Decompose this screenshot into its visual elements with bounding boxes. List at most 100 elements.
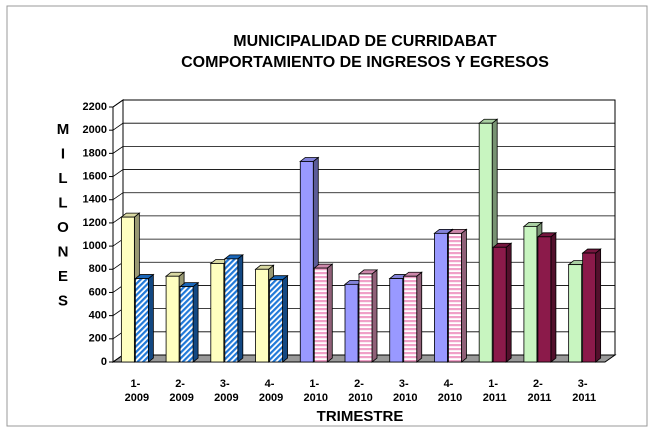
x-tick-label-line: 4- — [444, 378, 454, 390]
bar-front — [358, 273, 373, 363]
chart-subtitle: COMPORTAMIENTO DE INGRESOS Y EGRESOS — [181, 54, 549, 71]
bar-front — [224, 258, 239, 363]
bar-front — [210, 263, 225, 363]
x-tick-label-line: 3- — [578, 378, 588, 390]
bar-side — [461, 228, 467, 363]
x-tick-label-line: 2010 — [345, 392, 373, 404]
x-tick-label-line: 2011 — [569, 392, 596, 404]
bar-side — [147, 273, 154, 363]
x-tick-label-line: 2009 — [256, 392, 284, 404]
x-tick-label-line: 2010 — [390, 392, 418, 404]
x-tick-label-line: 2009 — [211, 392, 239, 404]
y-axis-label-letter: L — [58, 194, 67, 211]
bar-front — [492, 246, 507, 363]
bar — [536, 231, 558, 363]
y-tick-label: 600 — [89, 286, 107, 298]
x-tick-label-line: 1- — [130, 378, 140, 390]
x-tick-label: 1- 2009 — [122, 378, 150, 404]
bar — [134, 273, 155, 363]
x-tick-label: 1- 2010 — [301, 378, 329, 404]
x-tick-label-line: 2- — [354, 378, 364, 390]
chart-title: MUNICIPALIDAD DE CURRIDABAT — [233, 33, 497, 50]
bar-side — [550, 231, 557, 363]
x-tick-label-line: 3- — [399, 378, 409, 390]
bar-side — [326, 263, 333, 363]
x-tick-label-line: 2011 — [480, 392, 507, 404]
bar-front — [134, 278, 149, 363]
x-tick-label-line: 2010 — [301, 392, 329, 404]
bar-front — [299, 161, 314, 363]
bar — [223, 254, 244, 363]
grid-line — [112, 192, 615, 201]
bar-front — [120, 216, 135, 363]
x-tick-label: 4- 2009 — [256, 378, 284, 404]
y-axis-label-letter: M — [57, 121, 70, 138]
bar — [313, 263, 334, 363]
bar — [447, 228, 468, 363]
y-tick-label: 2200 — [83, 101, 107, 113]
bar — [357, 269, 379, 363]
y-axis-label-letter: S — [58, 292, 68, 309]
bar-front — [403, 275, 418, 363]
y-tick-label: 1600 — [83, 170, 107, 182]
bar-side — [416, 271, 423, 363]
x-tick-label-line: 2010 — [435, 392, 463, 404]
bar-front — [434, 232, 448, 363]
bar-front — [269, 279, 283, 363]
bar-front — [448, 232, 462, 363]
bar-front — [389, 278, 404, 363]
bar-front — [537, 236, 552, 363]
y-tick-label: 2000 — [83, 124, 107, 136]
y-tick-label: 0 — [101, 356, 107, 368]
bar-front — [313, 267, 328, 363]
bar-front — [582, 252, 597, 363]
x-tick-label-line: 2009 — [122, 392, 150, 404]
bar-side — [595, 248, 602, 363]
bar-side — [505, 242, 512, 363]
y-tick-label: 200 — [89, 333, 107, 345]
bar-side — [282, 274, 288, 363]
bar-side — [192, 281, 199, 363]
x-tick-label: 2- 2011 — [524, 378, 551, 404]
y-tick-label: 1800 — [83, 147, 107, 159]
x-tick-label-line: 4- — [265, 378, 275, 390]
bar — [268, 274, 289, 363]
bar-front — [568, 264, 583, 363]
y-tick-label: 1200 — [83, 217, 107, 229]
y-tick-label: 1000 — [83, 240, 107, 252]
x-tick-label: 2- 2010 — [345, 378, 373, 404]
y-axis-label-letter: L — [58, 170, 67, 187]
bar — [492, 242, 513, 363]
x-tick-label-line: 1- — [309, 378, 319, 390]
bar-front — [523, 225, 538, 363]
bar — [581, 248, 602, 363]
bar-side — [237, 254, 244, 363]
bar — [402, 271, 423, 363]
y-tick-label: 1400 — [83, 194, 107, 206]
y-tick-label: 400 — [89, 310, 107, 322]
x-tick-label-line: 2- — [533, 378, 543, 390]
x-tick-label-line: 1- — [488, 378, 498, 390]
bar-side — [371, 269, 378, 363]
x-tick-label: 3- 2011 — [569, 378, 596, 404]
x-tick-label-line: 2009 — [166, 392, 194, 404]
y-axis-label-letter: E — [58, 268, 68, 285]
bar — [178, 281, 200, 363]
x-axis-label: TRIMESTRE — [317, 408, 404, 425]
bar-front — [344, 283, 359, 363]
x-tick-label: 4- 2010 — [435, 378, 463, 404]
grid-line — [112, 122, 615, 131]
x-tick-label: 1- 2011 — [480, 378, 507, 404]
grid-line — [112, 99, 615, 108]
grid-line — [112, 145, 615, 154]
grid-line — [112, 169, 615, 177]
x-tick-label-line: 2- — [175, 378, 185, 390]
x-tick-label-line: 3- — [220, 378, 230, 390]
y-axis-label-letter: N — [58, 243, 69, 260]
y-tick-label: 800 — [89, 263, 107, 275]
bar-front — [255, 268, 269, 363]
bar-front — [478, 122, 493, 363]
y-axis-label-letter: O — [57, 219, 69, 236]
